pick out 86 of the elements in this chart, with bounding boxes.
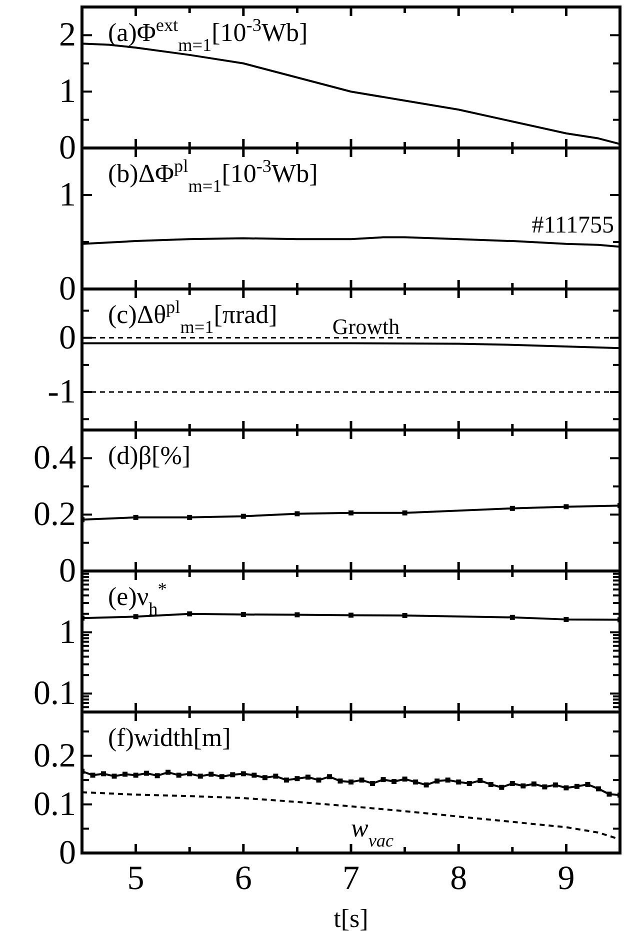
point (208, 772, 214, 777)
y-tick-label: 0.1 (34, 786, 76, 823)
y-tick-label: 1 (59, 614, 76, 651)
point (176, 772, 182, 778)
y-tick-label: -1 (48, 374, 76, 411)
point (316, 778, 322, 783)
point (499, 784, 504, 790)
point (252, 772, 257, 778)
point (542, 784, 548, 790)
point (392, 779, 397, 784)
point (456, 780, 462, 785)
point (564, 785, 569, 790)
point (101, 771, 106, 776)
point (273, 774, 278, 779)
point (294, 776, 300, 782)
y-tick-label: 0 (59, 319, 76, 356)
y-tick-label: 1 (59, 176, 76, 214)
y-tick-label: 0.2 (34, 737, 76, 774)
y-tick-label: 0 (59, 270, 76, 308)
point (402, 776, 408, 782)
point (90, 772, 96, 778)
point (488, 782, 494, 787)
point (240, 771, 246, 776)
point (510, 506, 515, 511)
point (585, 782, 590, 787)
ref-line-label: Growth (332, 314, 400, 339)
point (348, 780, 354, 785)
point (240, 514, 246, 519)
text: (a)Φ$^{ext}$$_{m=1}$[10$^{-3}$Wb] (108, 15, 308, 55)
point (262, 775, 268, 780)
point (434, 778, 440, 784)
point (133, 514, 138, 520)
point (445, 778, 450, 783)
point (359, 778, 364, 783)
annotation: #111755 (532, 212, 614, 239)
x-tick-label: 7 (342, 860, 360, 897)
point (230, 772, 236, 778)
point (338, 778, 343, 784)
point (564, 504, 569, 510)
point (305, 774, 310, 780)
point (424, 782, 429, 788)
series-label: w$_{vac}$ (351, 813, 394, 850)
point (294, 511, 300, 516)
point (144, 770, 150, 776)
point (284, 778, 289, 783)
y-tick-label: 0.2 (34, 496, 76, 534)
x-tick-label: 5 (127, 860, 144, 897)
y-tick-label: 0 (59, 130, 76, 166)
x-tick-label: 8 (450, 860, 468, 897)
point (187, 771, 192, 776)
x-tick-label: 9 (558, 860, 575, 897)
point (154, 773, 160, 778)
chart-title: (d)β[%] (108, 441, 191, 470)
point (122, 772, 128, 777)
y-tick-label: 0.1 (34, 675, 76, 712)
point (596, 786, 601, 792)
text: (b)ΔΦ$^{pl}$$_{m=1}$[10$^{-3}$Wb] (108, 156, 318, 196)
text: (c)Δθ$^{pl}$$_{m=1}$[πrad] (108, 297, 278, 337)
point (380, 777, 386, 782)
x-axis-title: t[s] (334, 904, 368, 931)
chart-title: (f)width[m] (108, 723, 231, 752)
point (478, 778, 483, 784)
point (402, 510, 408, 516)
point (574, 784, 580, 789)
point (348, 510, 354, 516)
point (370, 780, 376, 786)
x-tick-label: 6 (234, 860, 252, 897)
point (520, 783, 526, 788)
y-tick-label: 0 (59, 834, 76, 872)
point (187, 514, 192, 520)
point (531, 781, 536, 786)
point (198, 774, 203, 779)
y-tick-label: 0.4 (34, 440, 76, 477)
point (552, 782, 558, 788)
point (413, 780, 418, 785)
point (219, 774, 224, 780)
point (133, 772, 138, 778)
y-tick-label: 2 (59, 16, 76, 54)
point (326, 774, 332, 780)
y-tick-label: 1 (59, 73, 76, 110)
point (466, 780, 472, 786)
point (112, 774, 117, 779)
point (510, 780, 515, 786)
point (606, 792, 612, 797)
point (166, 770, 171, 775)
y-tick-label: 0 (59, 552, 76, 590)
